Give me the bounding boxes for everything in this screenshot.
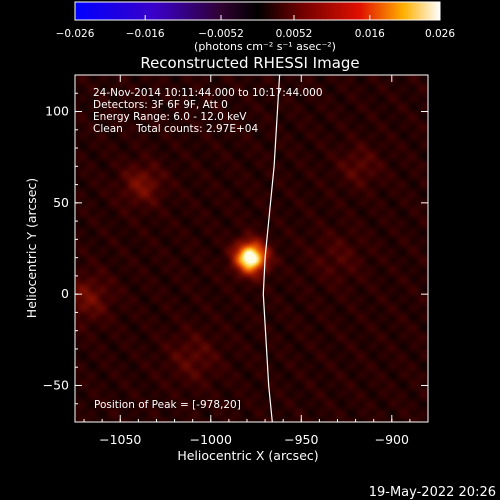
annotation-energy-range: Energy Range: 6.0 - 12.0 keV — [93, 111, 247, 123]
y-tick-label: 0 — [61, 286, 69, 301]
plot-frame — [74, 74, 429, 423]
x-tick-label: −900 — [375, 432, 409, 447]
annotation-time-range: 24-Nov-2014 10:11:44.000 to 10:17:44.000 — [93, 87, 323, 99]
axis-ticks: −1050 −1000 −950 −900 −50 0 50 100 — [43, 74, 429, 447]
colorbar-unit-label: (photons cm⁻² s⁻¹ asec⁻²) — [194, 40, 336, 53]
x-tick-label: −1050 — [99, 432, 141, 447]
solar-limb-line — [262, 75, 281, 422]
colorbar-tick-label: −0.0052 — [198, 28, 244, 40]
peak-position-label: Position of Peak = [-978,20] — [94, 399, 241, 411]
colorbar-ticks: −0.026 −0.016 −0.0052 0.0052 0.016 0.026 — [56, 15, 455, 40]
y-tick-label: 100 — [45, 104, 69, 119]
colorbar — [74, 1, 441, 21]
annotation-clean-counts: Clean Total counts: 2.97E+04 — [93, 123, 258, 135]
y-tick-label: −50 — [43, 377, 69, 392]
y-tick-label: 50 — [53, 195, 69, 210]
y-axis-label: Heliocentric Y (arcsec) — [24, 178, 39, 318]
chart-title: Reconstructed RHESSI Image — [140, 54, 359, 72]
x-tick-label: −1000 — [190, 432, 232, 447]
colorbar-tick-label: 0.016 — [355, 28, 385, 40]
colorbar-tick-label: −0.026 — [56, 28, 95, 40]
x-tick-label: −950 — [284, 432, 318, 447]
footer-timestamp: 19-May-2022 20:26 — [369, 485, 496, 500]
colorbar-tick-label: −0.016 — [126, 28, 165, 40]
heatmap-image — [75, 75, 428, 422]
colorbar-tick-label: 0.0052 — [276, 28, 313, 40]
x-axis-label: Heliocentric X (arcsec) — [177, 448, 318, 463]
colorbar-tick-label: 0.026 — [425, 28, 455, 40]
annotation-detectors: Detectors: 3F 6F 9F, Att 0 — [93, 99, 228, 111]
